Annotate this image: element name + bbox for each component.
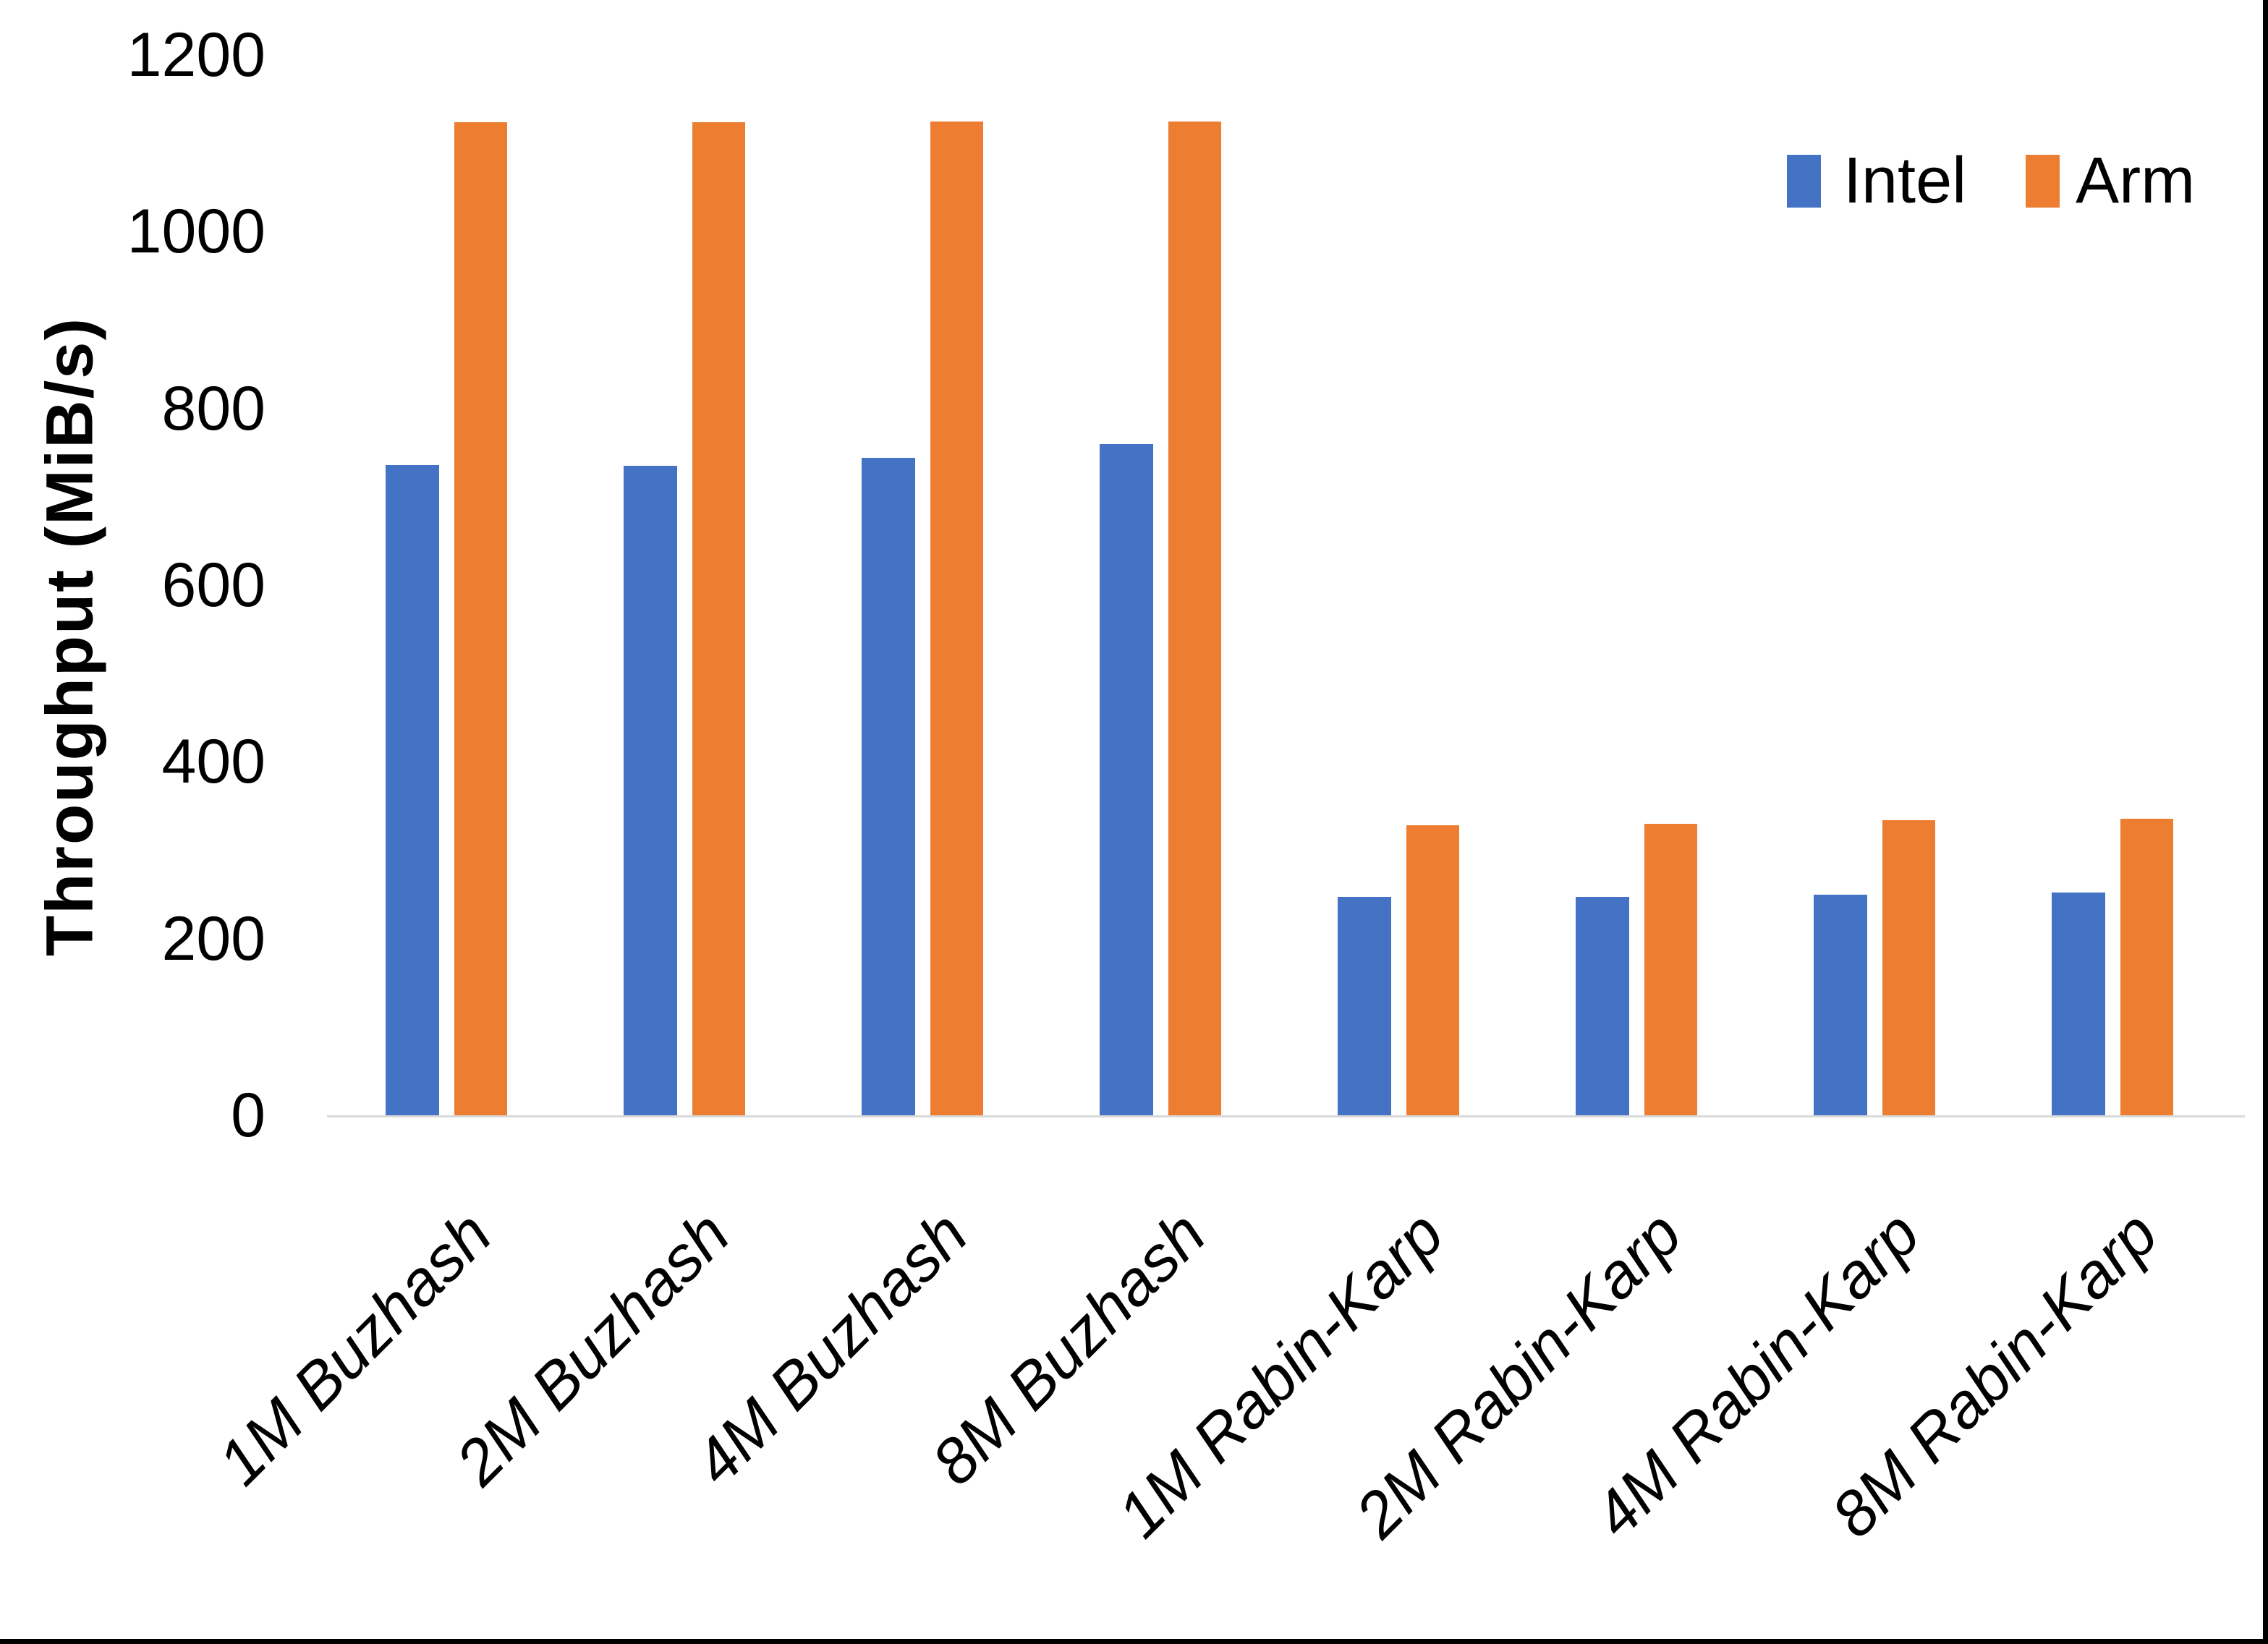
bar-intel-4 (1100, 444, 1153, 1115)
bar-intel-8 (2052, 893, 2105, 1115)
x-category-label: 1M Buzhash (203, 1197, 505, 1499)
bar-intel-2 (624, 466, 677, 1115)
legend-swatch-intel (1787, 154, 1821, 208)
bar-arm-6 (1644, 824, 1697, 1115)
bar-arm-5 (1406, 825, 1459, 1115)
bar-intel-7 (1814, 895, 1867, 1115)
y-tick-label: 200 (161, 903, 266, 974)
screenshot-right-border (2263, 0, 2268, 1644)
y-tick-label: 400 (161, 727, 266, 797)
bar-intel-1 (386, 465, 439, 1115)
bar-arm-2 (692, 122, 745, 1115)
y-tick-label: 0 (231, 1081, 266, 1150)
legend: Intel Arm (1787, 145, 2195, 217)
bar-intel-3 (862, 458, 915, 1115)
x-axis-line (327, 1115, 2245, 1117)
y-tick-label: 1200 (127, 20, 266, 90)
bar-intel-6 (1576, 897, 1629, 1115)
legend-swatch-arm (2026, 154, 2060, 208)
y-tick-label: 1000 (127, 197, 266, 267)
bar-arm-7 (1882, 820, 1935, 1115)
bar-arm-1 (454, 122, 507, 1115)
y-tick-label: 800 (161, 373, 266, 443)
bar-arm-8 (2120, 819, 2173, 1115)
y-tick-label: 600 (161, 550, 266, 620)
bar-arm-3 (930, 122, 983, 1115)
bar-intel-5 (1338, 897, 1391, 1115)
bar-arm-4 (1168, 122, 1221, 1115)
legend-label-arm: Arm (2076, 145, 2196, 217)
screenshot-bottom-border (0, 1639, 2268, 1644)
legend-label-intel: Intel (1843, 145, 1967, 217)
